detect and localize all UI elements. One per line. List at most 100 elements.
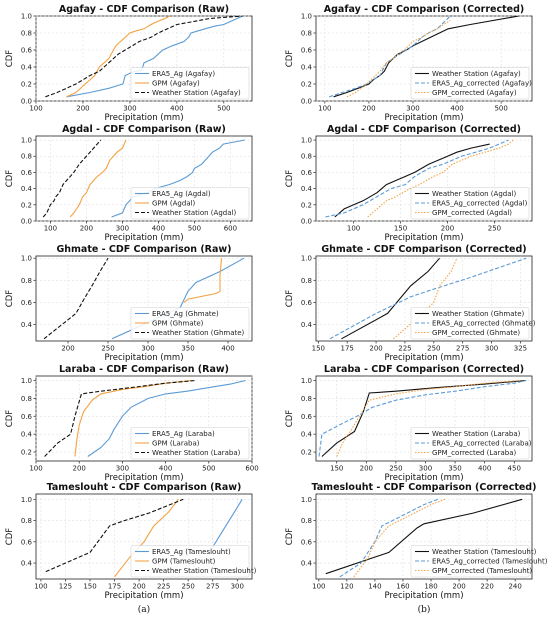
x-tick-label: 200 bbox=[73, 465, 86, 473]
y-axis-label: CDF bbox=[285, 170, 295, 187]
y-tick-label: 0.4 bbox=[21, 560, 33, 568]
legend-entry: Weather Station (Ghmate) bbox=[432, 310, 525, 318]
y-tick-label: 1.0 bbox=[21, 13, 32, 21]
y-tick-label: 1.0 bbox=[21, 377, 32, 385]
y-tick-label: 0.4 bbox=[301, 64, 313, 72]
x-axis-label: Precipitation (mm) bbox=[384, 591, 463, 601]
legend-box bbox=[130, 67, 250, 100]
chart-title: Tameslouht - CDF Comparison (Corrected) bbox=[312, 482, 537, 493]
y-axis-label: CDF bbox=[5, 290, 15, 307]
x-tick-label: 180 bbox=[424, 583, 437, 591]
legend-entry: GPM (Agdal) bbox=[152, 200, 196, 208]
y-tick-label: 0.6 bbox=[21, 47, 33, 55]
x-tick-label: 400 bbox=[152, 225, 165, 233]
y-tick-label: 0.2 bbox=[301, 201, 312, 209]
x-tick-label: 150 bbox=[312, 345, 325, 353]
x-tick-label: 500 bbox=[202, 465, 215, 473]
x-tick-label: 300 bbox=[485, 345, 498, 353]
legend-box bbox=[410, 545, 530, 578]
legend-box bbox=[410, 67, 530, 100]
series-line-3 bbox=[45, 498, 184, 573]
legend-entry: Weather Station (Ghmate) bbox=[152, 329, 245, 337]
x-tick-label: 220 bbox=[480, 583, 493, 591]
x-tick-label: 600 bbox=[245, 465, 258, 473]
x-tick-label: 250 bbox=[101, 345, 114, 353]
legend-box bbox=[410, 307, 530, 340]
panel-label-a: (a) bbox=[138, 604, 150, 615]
legend-entry: GPM (Agafay) bbox=[152, 80, 200, 88]
x-tick-label: 100 bbox=[44, 225, 57, 233]
x-tick-label: 275 bbox=[456, 345, 469, 353]
x-tick-label: 250 bbox=[181, 583, 194, 591]
y-tick-label: 0.4 bbox=[21, 321, 33, 329]
y-axis-label: CDF bbox=[285, 410, 295, 427]
series-line-2 bbox=[318, 379, 527, 457]
chart-panel-9: Tameslouht - CDF Comparison (Raw) 100 125 1… bbox=[5, 482, 257, 601]
x-axis-label: Precipitation (mm) bbox=[384, 353, 463, 363]
x-axis-label: Precipitation (mm) bbox=[104, 591, 183, 601]
x-tick-label: 400 bbox=[170, 105, 183, 113]
x-tick-label: 250 bbox=[389, 465, 402, 473]
x-tick-label: 400 bbox=[221, 345, 234, 353]
series-line-3 bbox=[45, 16, 243, 98]
y-tick-label: 0.8 bbox=[301, 277, 312, 285]
x-tick-label: 200 bbox=[61, 345, 74, 353]
chart-panel-2: Agafay - CDF Comparison (Corrected) 100 20… bbox=[285, 4, 533, 123]
series-line-1 bbox=[341, 257, 441, 340]
x-tick-label: 100 bbox=[29, 105, 42, 113]
legend-entry: ERA5_Ag (Agafay) bbox=[152, 70, 215, 78]
legend-box bbox=[130, 427, 250, 460]
chart-title: Laraba - CDF Comparison (Corrected) bbox=[324, 364, 524, 375]
chart-panel-5: Ghmate - CDF Comparison (Raw) 200 250 300 35… bbox=[5, 244, 253, 363]
legend-entry: GPM_corrected (Agdal) bbox=[432, 209, 512, 217]
y-tick-label: 0.6 bbox=[21, 413, 33, 421]
legend-entry: Weather Station (Agdal) bbox=[432, 190, 516, 198]
series-line-2 bbox=[114, 498, 179, 578]
x-axis-label: Precipitation (mm) bbox=[384, 113, 463, 123]
legend-entry: GPM (Ghmate) bbox=[152, 320, 204, 328]
x-tick-label: 200 bbox=[441, 225, 454, 233]
y-tick-label: 0.8 bbox=[301, 395, 312, 403]
legend-box bbox=[130, 307, 250, 340]
y-tick-label: 1.0 bbox=[21, 255, 32, 263]
x-tick-label: 100 bbox=[312, 583, 325, 591]
x-tick-label: 225 bbox=[398, 345, 411, 353]
series-line-3 bbox=[346, 19, 451, 98]
y-tick-label: 0.6 bbox=[301, 47, 313, 55]
series-line-3 bbox=[43, 257, 109, 340]
chart-panel-6: Ghmate - CDF Comparison (Corrected) 150 17… bbox=[285, 244, 536, 363]
x-tick-label: 500 bbox=[188, 225, 201, 233]
x-tick-label: 300 bbox=[406, 105, 419, 113]
x-tick-label: 200 bbox=[452, 583, 465, 591]
series-line-1 bbox=[334, 143, 490, 218]
y-tick-label: 1.0 bbox=[301, 137, 312, 145]
y-tick-label: 0.0 bbox=[301, 218, 312, 226]
panel-label-b: (b) bbox=[418, 604, 431, 615]
series-line-2 bbox=[325, 139, 509, 218]
legend-entry: GPM (Laraba) bbox=[152, 440, 200, 448]
chart-title: Agdal - CDF Comparison (Raw) bbox=[62, 124, 226, 135]
legend-box bbox=[130, 187, 250, 220]
x-tick-label: 100 bbox=[318, 105, 331, 113]
x-tick-label: 150 bbox=[394, 225, 407, 233]
y-tick-label: 0.6 bbox=[301, 538, 313, 546]
legend-entry: ERA5_Ag (Tameslouht) bbox=[152, 548, 231, 556]
legend-entry: ERA5_Ag_corrected (Tameslouht) bbox=[432, 558, 548, 566]
y-tick-label: 0.2 bbox=[21, 201, 32, 209]
legend-entry: Weather Station (Tameslouht) bbox=[152, 567, 257, 575]
series-line-3 bbox=[42, 139, 102, 218]
legend-entry: ERA5_Ag_corrected (Ghmate) bbox=[432, 320, 536, 328]
y-axis-label: CDF bbox=[5, 50, 15, 67]
x-tick-label: 120 bbox=[340, 583, 353, 591]
y-axis-label: CDF bbox=[5, 528, 15, 545]
y-tick-label: 1.0 bbox=[21, 496, 32, 504]
x-axis-label: Precipitation (mm) bbox=[104, 473, 183, 483]
y-tick-label: 0.2 bbox=[21, 449, 32, 457]
x-tick-label: 100 bbox=[29, 465, 42, 473]
series-line-2 bbox=[66, 16, 171, 98]
chart-title: Ghmate - CDF Comparison (Corrected) bbox=[321, 244, 526, 255]
y-tick-label: 1.0 bbox=[301, 255, 312, 263]
legend-entry: Weather Station (Laraba) bbox=[432, 430, 521, 438]
y-tick-label: 0.0 bbox=[21, 218, 32, 226]
x-tick-label: 200 bbox=[369, 345, 382, 353]
